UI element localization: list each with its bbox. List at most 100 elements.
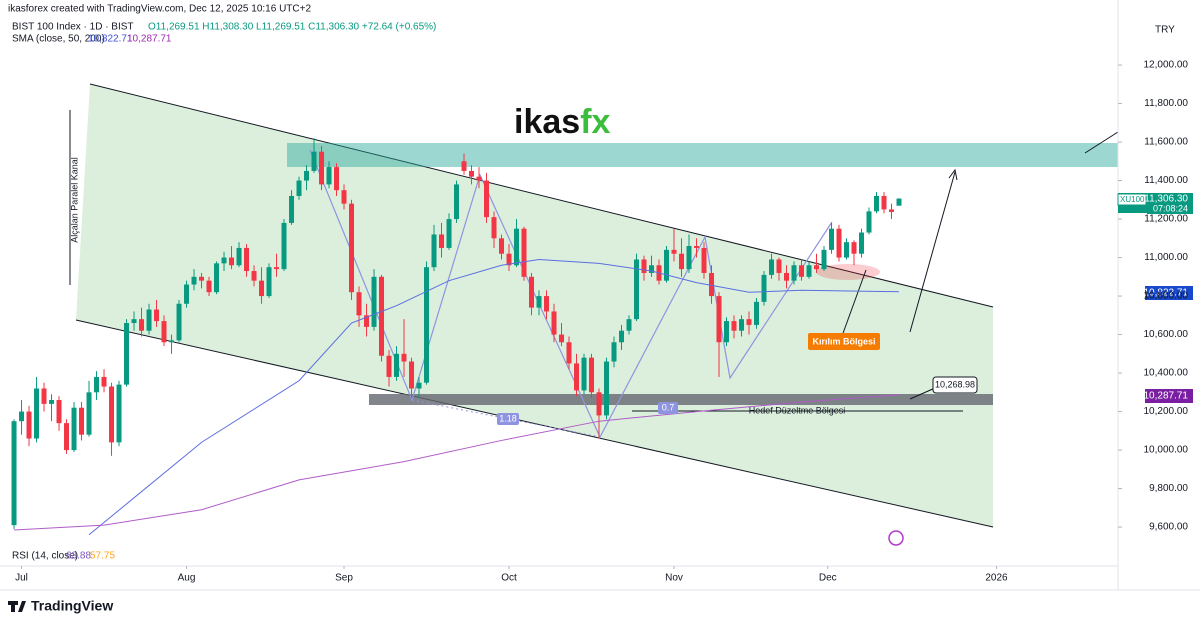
- candle-body: [281, 222, 287, 270]
- candle-body: [776, 259, 782, 273]
- y-tick-label: 10,600.00: [1144, 329, 1189, 340]
- candle-body: [199, 276, 205, 281]
- candle-body: [446, 219, 452, 248]
- candle-body: [604, 361, 610, 416]
- candle-body: [154, 309, 160, 322]
- zone-arrow: [1084, 131, 1119, 154]
- candle-body: [649, 265, 655, 273]
- candle-body: [379, 276, 385, 356]
- fib2-box: [658, 402, 678, 414]
- fib1-label: 1.18: [499, 413, 517, 423]
- candle-body: [304, 170, 310, 181]
- candle-body: [236, 247, 242, 266]
- candle-body: [671, 249, 677, 254]
- candle-body: [799, 265, 805, 277]
- y-tick-label: 12,000.00: [1144, 60, 1189, 71]
- candle-body: [79, 407, 85, 435]
- candle-body: [596, 392, 602, 416]
- axis-last-price: 11,306.30: [1144, 194, 1188, 205]
- candle-body: [259, 280, 265, 297]
- level-label: 10,268.98: [935, 379, 975, 389]
- resistance-zone: [287, 143, 1118, 167]
- candle-body: [454, 184, 460, 220]
- candle-body: [791, 265, 797, 281]
- candle-body: [244, 247, 250, 272]
- candle-body: [191, 276, 197, 285]
- candle-body: [139, 319, 145, 331]
- currency: TRY: [1155, 25, 1175, 36]
- candle-body: [274, 267, 280, 270]
- channel-bottom: [75, 319, 994, 528]
- candle-body: [334, 167, 340, 191]
- candle-body: [184, 284, 190, 304]
- sma200-value: 10,287.71: [127, 34, 172, 45]
- candle-body: [64, 423, 70, 451]
- x-tick-label: Oct: [501, 573, 517, 584]
- logo: ikasfx: [514, 103, 611, 141]
- candle-body: [19, 411, 25, 422]
- candle-body: [251, 271, 257, 281]
- breakout-pointer: [841, 269, 867, 337]
- candle-body: [784, 272, 790, 281]
- y-tick-label: 10,800.00: [1144, 291, 1189, 302]
- target-arrowhead: [948, 168, 958, 181]
- candle-body: [326, 167, 332, 185]
- candle-body: [851, 242, 857, 254]
- candle-body: [761, 274, 767, 302]
- candle-body: [859, 232, 865, 254]
- y-tick-label: 11,600.00: [1144, 137, 1188, 148]
- candle-body: [71, 407, 77, 451]
- candle-body: [499, 238, 505, 254]
- x-tick-label: Sep: [335, 573, 353, 584]
- target-arrow: [909, 171, 956, 333]
- candle-body: [386, 355, 392, 377]
- y-tick-label: 9,800.00: [1149, 483, 1188, 494]
- candle-body: [356, 292, 362, 316]
- y-tick-label: 10,200.00: [1144, 406, 1189, 417]
- sma200-box: [1145, 389, 1193, 403]
- axis-sma50: 10,822.71: [1144, 288, 1189, 299]
- candle-body: [701, 247, 707, 273]
- candle-body: [589, 357, 595, 393]
- candle-body: [821, 249, 827, 270]
- candle-body: [641, 259, 647, 273]
- candle-body: [221, 257, 227, 264]
- logo-part: fx: [580, 103, 610, 141]
- candle-body: [806, 265, 812, 277]
- y-tick-label: 11,000.00: [1144, 252, 1188, 263]
- candle-body: [746, 319, 752, 325]
- plot: [11, 138, 902, 536]
- symbol-box: [1117, 193, 1147, 206]
- x-tick-label: Jul: [15, 573, 28, 584]
- candle-body: [296, 180, 302, 196]
- candle-body: [49, 400, 55, 404]
- level-pointer: [909, 387, 936, 400]
- candle-body: [491, 217, 497, 239]
- breakout-box: [808, 333, 880, 350]
- candle-body: [731, 321, 737, 331]
- y-tick-label: 10,000.00: [1144, 445, 1189, 456]
- candle-body: [724, 321, 730, 343]
- y-tick-label: 11,800.00: [1144, 98, 1188, 109]
- candle-body: [86, 392, 92, 435]
- credit: ikasforex created with TradingView.com, …: [8, 4, 311, 15]
- candle-body: [266, 267, 272, 297]
- candle-body: [514, 228, 520, 266]
- breakout-label: Kırılım Bölgesi: [812, 336, 875, 346]
- candle-body: [581, 357, 587, 391]
- candle-body: [476, 176, 482, 181]
- candle-body: [529, 276, 535, 308]
- ohlc: O11,269.51 H11,308.30 L11,269.51 C11,306…: [148, 22, 436, 33]
- axis-symbol: XU100: [1120, 195, 1145, 204]
- candle-body: [611, 342, 617, 362]
- target-label: Hedef Düzeltme Bölgesi: [749, 405, 846, 415]
- x-tick-label: Nov: [665, 573, 683, 584]
- logo-part: ikas: [514, 103, 580, 141]
- axis-sma200: 10,287.71: [1144, 391, 1189, 402]
- candle-body: [56, 400, 62, 424]
- channel-fill: [76, 84, 993, 527]
- x-tick-label: Dec: [819, 573, 837, 584]
- sma50-box: [1145, 286, 1193, 300]
